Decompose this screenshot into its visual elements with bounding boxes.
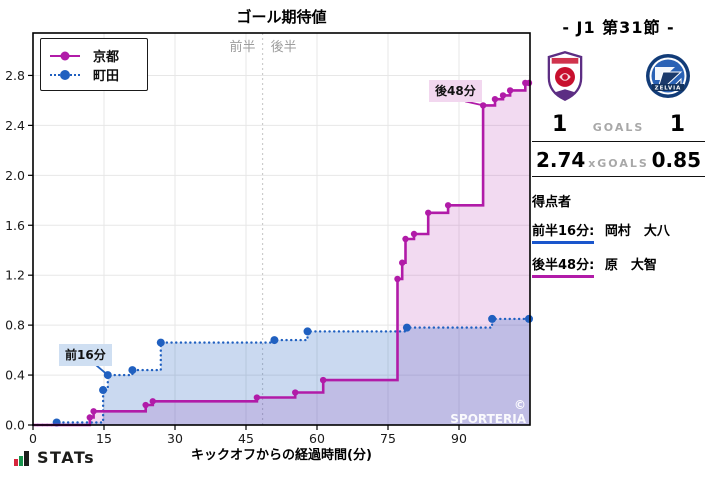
home-goals: 1 (552, 112, 568, 137)
kyoto-sanga-logo-icon (547, 51, 583, 101)
home-xgoals: 2.74 (536, 148, 586, 172)
scorer-kyoto: 後半48分: 原 大智 (532, 254, 705, 278)
kyoto-line-sample-icon (50, 51, 80, 60)
scorer-time-machida: 前半16分: (532, 220, 595, 244)
zelvia-logo-text: ZELVIA (655, 86, 682, 92)
svg-text:0.0: 0.0 (5, 418, 25, 433)
team-logos: ZELVIA (532, 50, 705, 102)
goal-annotation-kyoto: 後48分 (429, 80, 482, 102)
machida-line-sample-icon (50, 69, 80, 80)
legend-label-machida: 町田 (93, 69, 120, 84)
scorers-heading: 得点者 (532, 195, 572, 210)
scorer-name-kyoto: 原 大智 (604, 258, 657, 273)
goals-label: GOALS (592, 121, 645, 134)
x-axis-label: キックオフからの経過時間(分) (191, 448, 372, 463)
machida-zelvia-logo-icon: ZELVIA (646, 54, 690, 98)
legend-item-machida: 町田 (50, 65, 138, 84)
gridlines (33, 33, 530, 425)
series-京都 (33, 79, 533, 427)
sporteria-watermark: © SPORTERIA (450, 398, 526, 426)
stats-bars-icon (14, 451, 30, 466)
plot-border (32, 32, 531, 426)
series-fills (33, 82, 530, 426)
svg-text:0.8: 0.8 (5, 318, 25, 333)
away-xgoals: 0.85 (651, 148, 701, 172)
svg-text:0: 0 (29, 431, 37, 446)
scorer-name-machida: 岡村 大八 (604, 224, 670, 239)
legend-item-kyoto: 京都 (50, 46, 138, 65)
scorer-machida: 前半16分: 岡村 大八 (532, 220, 705, 244)
goal-annotation-machida: 前16分 (59, 344, 112, 366)
svg-text:2.8: 2.8 (5, 68, 25, 83)
chart-legend: 京都 町田 (40, 38, 148, 91)
svg-text:1.6: 1.6 (5, 218, 25, 233)
away-goals: 1 (669, 112, 685, 137)
divider-line (532, 176, 705, 177)
svg-text:0.4: 0.4 (5, 368, 25, 383)
goals-row: 1 GOALS 1 (532, 112, 705, 137)
series-町田 (31, 314, 533, 427)
svg-text:30: 30 (167, 431, 183, 446)
stats-brand-text: STATs (37, 448, 96, 467)
halftime-divider: 前半 後半 (230, 33, 297, 425)
svg-text:15: 15 (96, 431, 112, 446)
svg-text:前半: 前半 (230, 39, 256, 55)
xgoals-row: 2.74 xGOALS 0.85 (532, 148, 705, 172)
svg-text:90: 90 (451, 431, 467, 446)
divider-line (532, 141, 705, 142)
svg-text:2.0: 2.0 (5, 168, 25, 183)
match-summary-panel: - J1 第31節 - ZELVIA 1 GOALS (532, 14, 705, 278)
svg-text:45: 45 (238, 431, 254, 446)
xgoals-label: xGOALS (588, 157, 649, 170)
axis-ticks: 0.0 0.4 0.8 1.2 1.6 2.0 2.4 2.8 0 15 30 45 60 75 90 (5, 68, 467, 446)
svg-text:75: 75 (380, 431, 396, 446)
chart-title: ゴール期待値 (236, 8, 327, 26)
match-round-title: - J1 第31節 - (562, 18, 675, 37)
stats-brand: STATs (14, 448, 95, 466)
svg-text:1.2: 1.2 (5, 268, 25, 283)
legend-label-kyoto: 京都 (93, 50, 120, 65)
svg-text:2.4: 2.4 (5, 118, 25, 133)
svg-text:60: 60 (309, 431, 325, 446)
scorer-time-kyoto: 後半48分: (532, 254, 595, 278)
svg-text:後半: 後半 (271, 40, 297, 55)
